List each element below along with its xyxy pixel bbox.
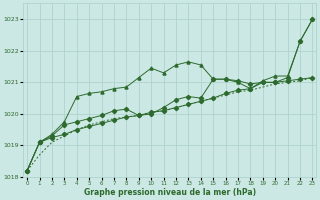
X-axis label: Graphe pression niveau de la mer (hPa): Graphe pression niveau de la mer (hPa) [84,188,256,197]
